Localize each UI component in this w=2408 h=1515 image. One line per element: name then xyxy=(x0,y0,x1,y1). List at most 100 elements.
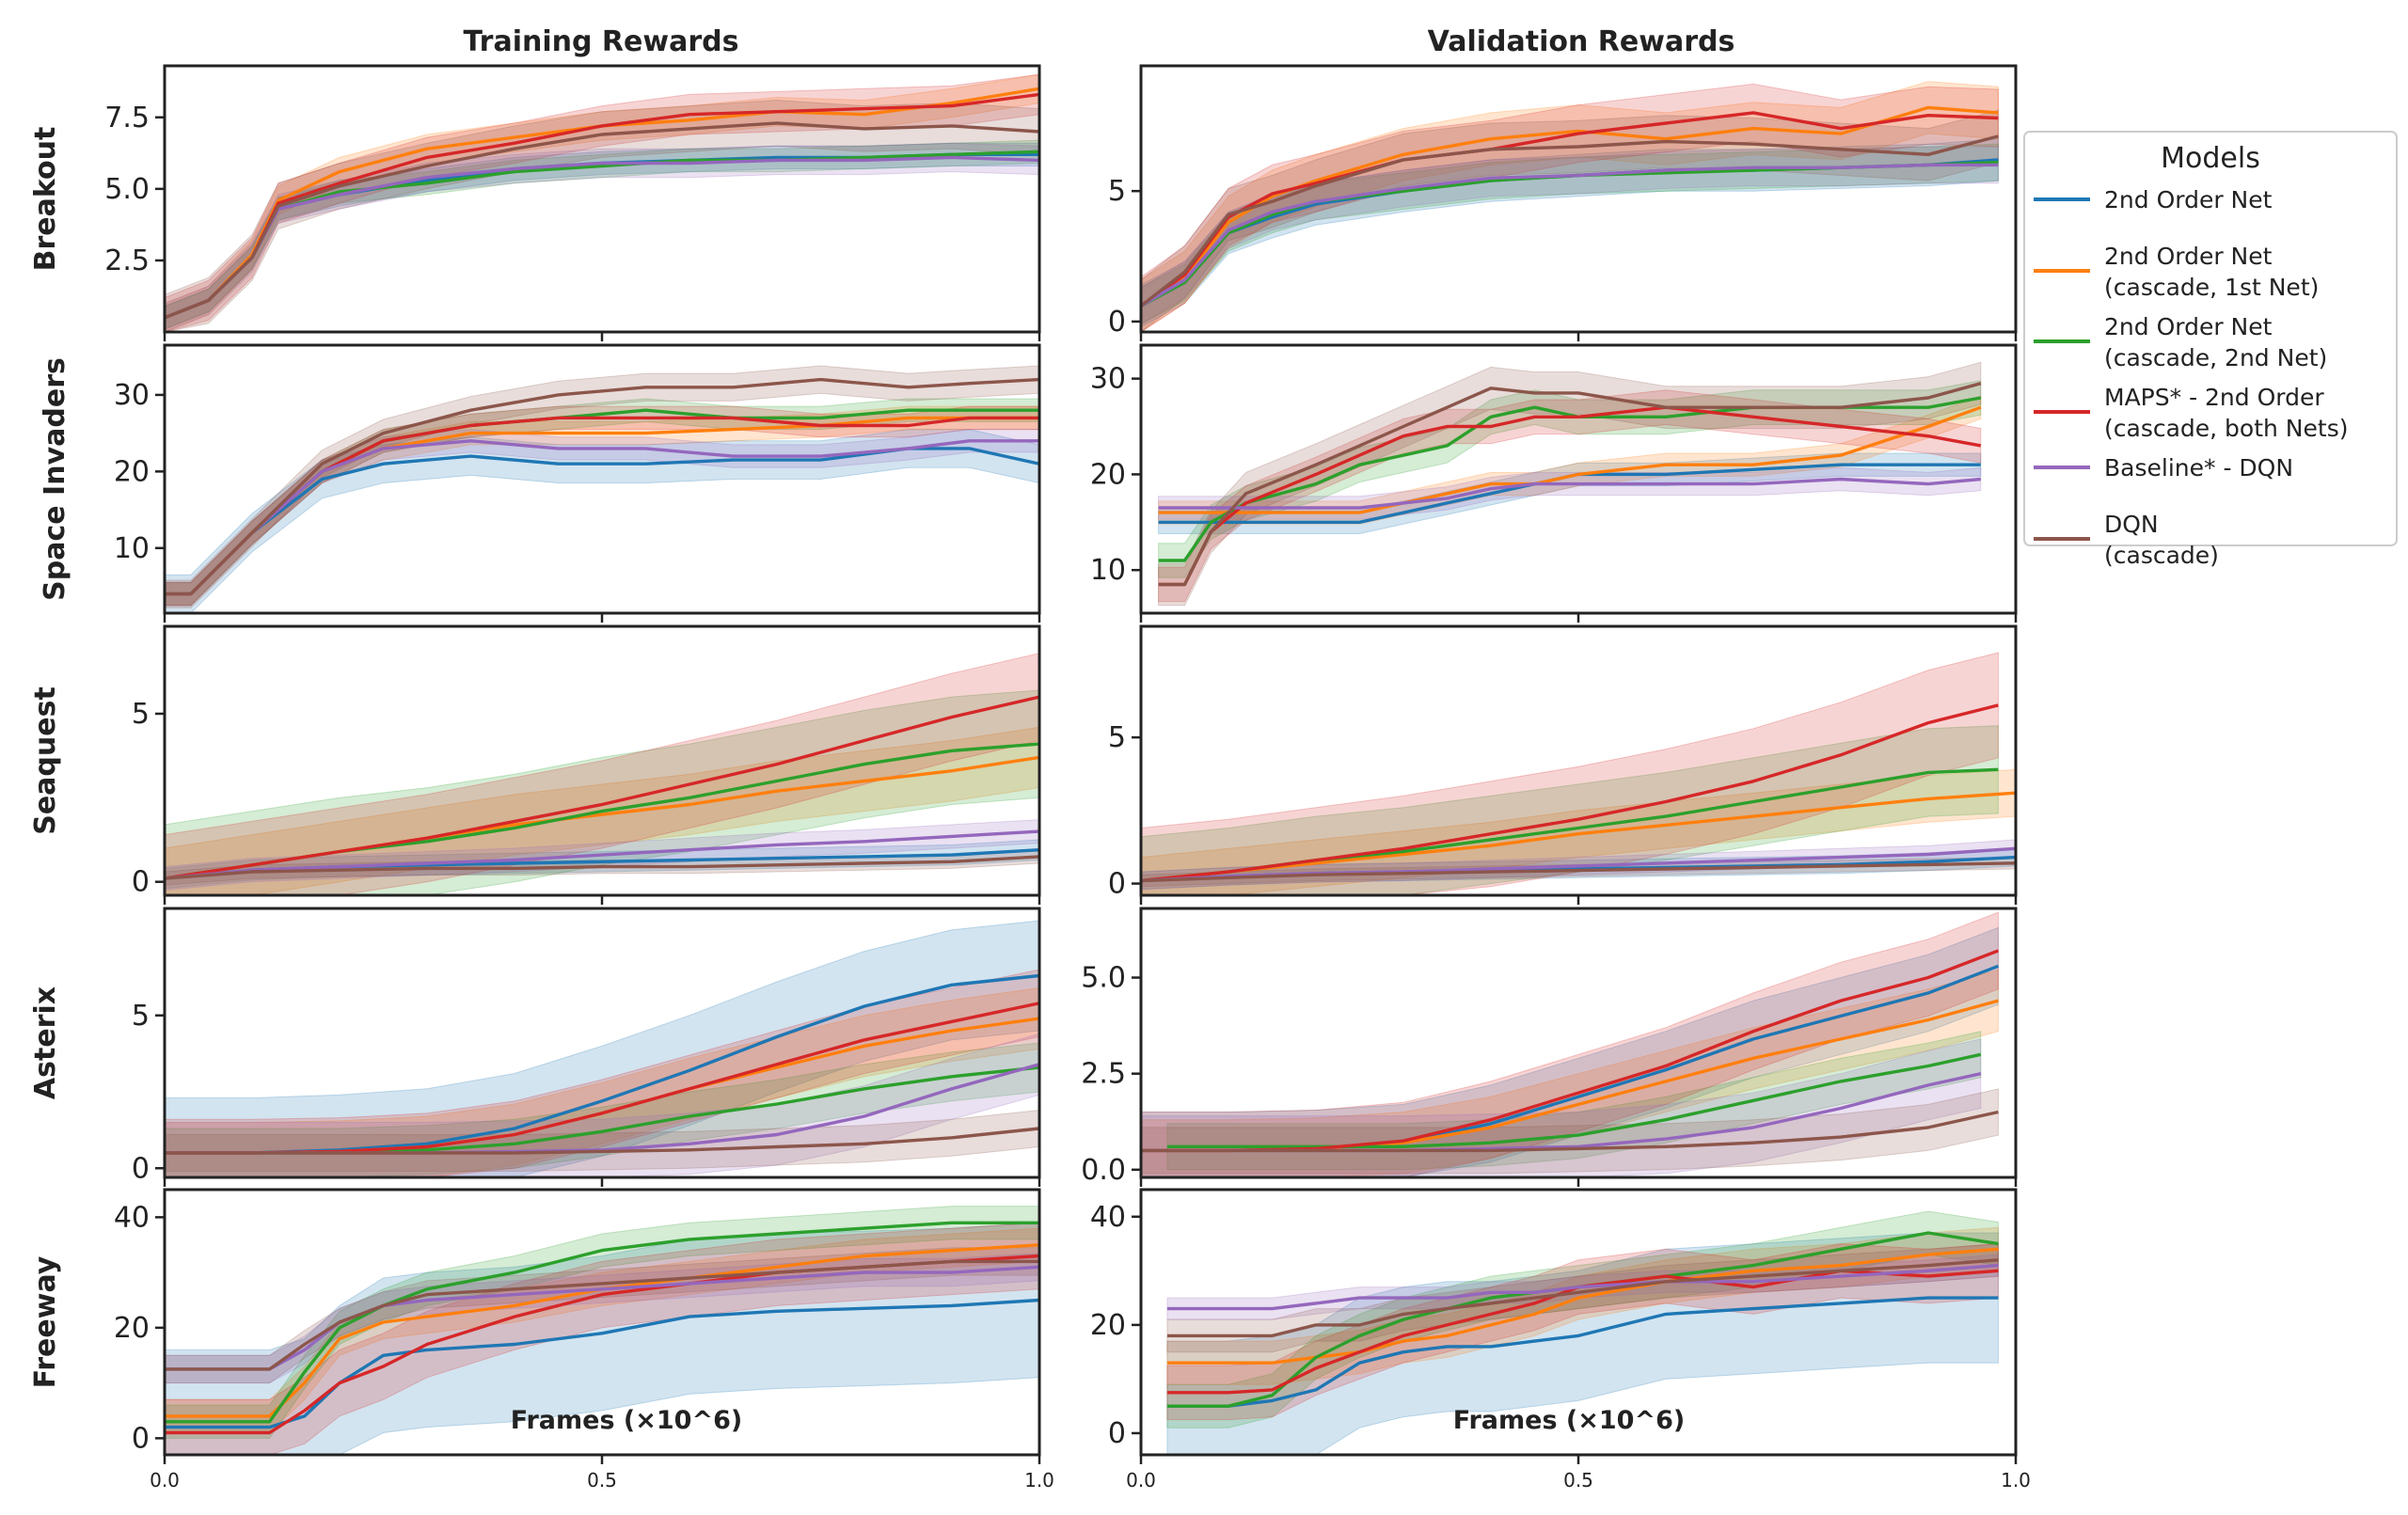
y-tick-label: 10 xyxy=(1090,554,1126,587)
legend-label: 2nd Order Net xyxy=(2104,186,2273,213)
plot-area-freeway-validation xyxy=(1166,1210,1999,1455)
x-tick-label: 1.0 xyxy=(1024,1469,1054,1491)
y-tick-label: 20 xyxy=(1090,458,1126,491)
legend-label: (cascade) xyxy=(2104,542,2219,569)
series-line-dqn-cascade xyxy=(165,1127,1039,1155)
series-line-2nd-order-net-cascade-2nd-net xyxy=(1166,1052,1982,1149)
band-maps-2nd-order-cascade-both-nets xyxy=(165,1222,1039,1455)
series-line-maps-2nd-order-cascade-both-nets xyxy=(1141,703,1999,883)
series-line-2nd-order-net-cascade-1st-net xyxy=(165,1243,1039,1418)
y-tick-label: 20 xyxy=(114,1312,150,1345)
series-line-baseline-dqn xyxy=(165,1265,1039,1371)
band-2nd-order-net-cascade-2nd-net xyxy=(1141,143,1999,325)
plot-area-breakout-training xyxy=(165,73,1039,332)
legend-entry-baseline-dqn: Baseline* - DQN xyxy=(2034,454,2293,481)
legend-label: 2nd Order Net xyxy=(2104,313,2273,340)
series-line-baseline-dqn xyxy=(165,829,1039,880)
row-label-breakout: Breakout xyxy=(29,127,62,272)
series-line-dqn-cascade xyxy=(165,855,1039,880)
x-tick-label: 1.0 xyxy=(2001,1469,2031,1491)
legend: Models 2nd Order Net 2nd Order Net (cascade… xyxy=(2023,131,2398,569)
panel-breakout-training: 2.5 5.0 7.5 Breakout xyxy=(29,64,1041,341)
plot-area-breakout-validation xyxy=(1141,81,1999,332)
y-tick-label: 0 xyxy=(1108,306,1126,339)
y-tick-label: 0 xyxy=(1108,1417,1126,1450)
band-dqn-cascade xyxy=(1141,109,1999,332)
series-line-dqn-cascade xyxy=(165,121,1039,320)
band-2nd-order-net xyxy=(165,839,1039,890)
band-2nd-order-net xyxy=(1166,1232,1999,1455)
series-line-dqn-cascade xyxy=(1166,1258,1999,1338)
legend-label: DQN xyxy=(2104,511,2159,538)
y-tick-label: 5 xyxy=(132,1000,150,1033)
plot-area-space-invaders-validation xyxy=(1158,361,1982,607)
y-tick-label: 30 xyxy=(1090,363,1126,396)
series-line-dqn-cascade xyxy=(1158,382,1982,587)
y-tick-label: 20 xyxy=(114,455,150,488)
series-line-2nd-order-net xyxy=(1166,1296,1999,1408)
series-line-baseline-dqn xyxy=(1158,477,1981,510)
band-maps-2nd-order-cascade-both-nets xyxy=(1141,911,1999,1177)
band-baseline-dqn xyxy=(165,1253,1039,1384)
band-baseline-dqn xyxy=(165,1033,1039,1177)
legend-entry-2nd-order-net-cascade-1st-net: 2nd Order Net (cascade, 1st Net) xyxy=(2034,243,2319,301)
row-label-asterix: Asterix xyxy=(29,986,62,1099)
band-dqn-cascade xyxy=(165,1247,1039,1384)
x-tick-label: 0.5 xyxy=(587,1469,617,1491)
panel-freeway-training: 0 20 40 0.0 0.5 1.0 Freeway xyxy=(29,1188,1054,1491)
panel-space-invaders-training: 10 20 30 Space Invaders xyxy=(39,343,1041,623)
series-line-2nd-order-net-cascade-1st-net xyxy=(1141,105,1999,308)
plot-area-asterix-validation xyxy=(1141,911,2000,1177)
row-label-space-invaders: Space Invaders xyxy=(39,357,71,601)
x-tick-label: 0.0 xyxy=(150,1469,180,1491)
series-line-2nd-order-net-cascade-2nd-net xyxy=(165,1221,1039,1424)
legend-entry-2nd-order-net-cascade-2nd-net: 2nd Order Net (cascade, 2nd Net) xyxy=(2034,313,2327,371)
legend-entry-dqn-cascade: DQN (cascade) xyxy=(2034,511,2219,569)
band-2nd-order-net-cascade-2nd-net xyxy=(165,1042,1039,1177)
panel-asterix-validation: 0.0 2.5 5.0 xyxy=(1081,907,2018,1187)
legend-label: 2nd Order Net xyxy=(2104,243,2273,270)
y-tick-label: 2.5 xyxy=(1081,1058,1126,1091)
y-tick-label: 30 xyxy=(114,379,150,412)
y-tick-label: 10 xyxy=(114,532,150,565)
band-dqn-cascade xyxy=(165,365,1039,608)
x-axis-label-training: Frames (×10^6) xyxy=(511,1406,742,1435)
legend-label: (cascade, 1st Net) xyxy=(2104,274,2319,301)
band-baseline-dqn xyxy=(1141,146,1999,325)
series-line-dqn-cascade xyxy=(1141,134,1999,308)
column-title-training: Training Rewards xyxy=(464,25,739,58)
x-tick-label: 0.5 xyxy=(1563,1469,1593,1491)
legend-box xyxy=(2023,131,2398,546)
band-2nd-order-net-cascade-2nd-net xyxy=(1166,1031,1982,1171)
y-tick-label: 5 xyxy=(1108,175,1126,208)
series-line-maps-2nd-order-cascade-both-nets xyxy=(1166,1269,1999,1395)
band-maps-2nd-order-cascade-both-nets xyxy=(165,653,1039,895)
y-tick-label: 0.0 xyxy=(1081,1154,1126,1187)
y-tick-label: 0 xyxy=(132,866,150,899)
x-tick-label: 0.0 xyxy=(1126,1469,1156,1491)
y-tick-label: 20 xyxy=(1090,1309,1126,1342)
series-line-2nd-order-net-cascade-1st-net xyxy=(1141,791,2016,883)
series-line-baseline-dqn xyxy=(1166,1263,1999,1311)
panel-freeway-validation: 0 20 40 0.0 0.5 1.0 xyxy=(1090,1188,2031,1491)
y-tick-label: 7.5 xyxy=(104,102,150,134)
band-2nd-order-net xyxy=(165,920,1039,1177)
series-line-dqn-cascade xyxy=(1141,861,2016,883)
y-tick-label: 5.0 xyxy=(104,173,150,206)
y-tick-label: 5 xyxy=(1108,721,1126,754)
legend-label: Baseline* - DQN xyxy=(2104,454,2293,481)
panel-seaquest-training: 0 5 Seaquest xyxy=(29,624,1041,905)
y-tick-label: 5 xyxy=(132,698,150,731)
band-2nd-order-net-cascade-1st-net xyxy=(1141,81,1999,332)
panel-breakout-validation: 05 xyxy=(1108,64,2018,341)
band-2nd-order-net xyxy=(1158,452,1982,534)
row-label-freeway: Freeway xyxy=(29,1255,62,1388)
legend-entry-maps-2nd-order-cascade-both-nets: MAPS* - 2nd Order (cascade, both Nets) xyxy=(2034,384,2348,442)
plot-area-seaquest-validation xyxy=(1141,652,2016,895)
series-line-dqn-cascade xyxy=(165,377,1039,596)
series-line-baseline-dqn xyxy=(1141,163,1999,308)
y-tick-label: 0 xyxy=(1108,868,1126,901)
panel-asterix-training: 0 5 Asterix xyxy=(29,907,1041,1187)
